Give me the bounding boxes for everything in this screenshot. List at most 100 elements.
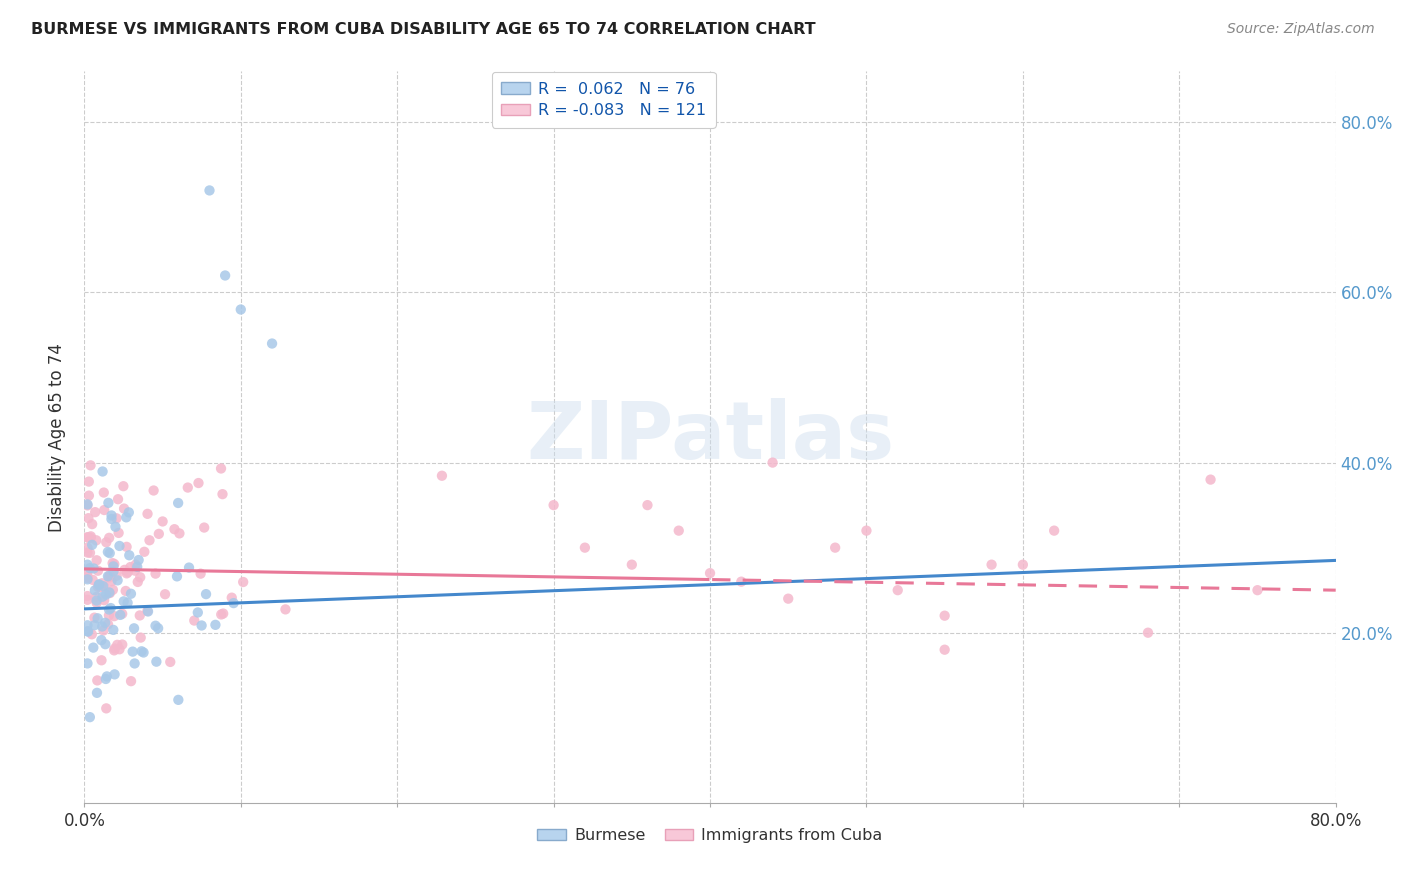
Point	[96, 669, 118, 683]
Point	[76, 589, 98, 603]
Point	[117, 565, 139, 579]
Point	[153, 587, 176, 601]
Point	[76, 624, 98, 639]
Point	[86, 590, 108, 604]
Point	[167, 693, 190, 707]
Point	[98, 531, 121, 545]
Point	[105, 638, 128, 652]
Point	[87, 564, 110, 578]
Point	[221, 591, 243, 605]
Point	[730, 574, 752, 589]
Point	[131, 644, 153, 658]
Point	[91, 619, 114, 633]
Point	[104, 667, 127, 681]
Point	[100, 601, 122, 615]
Point	[76, 545, 98, 559]
Point	[887, 583, 910, 598]
Point	[83, 583, 105, 598]
Point	[222, 596, 245, 610]
Point	[115, 566, 138, 581]
Point	[91, 465, 114, 479]
Point	[97, 617, 120, 632]
Point	[76, 572, 98, 586]
Point	[83, 561, 105, 575]
Point	[762, 456, 785, 470]
Point	[82, 517, 104, 532]
Point	[97, 545, 120, 559]
Point	[90, 653, 112, 667]
Point	[145, 618, 167, 632]
Point	[198, 183, 221, 197]
Point	[120, 560, 142, 574]
Legend: Burmese, Immigrants from Cuba: Burmese, Immigrants from Cuba	[531, 822, 889, 850]
Point	[76, 571, 98, 585]
Point	[79, 546, 101, 560]
Point	[107, 492, 129, 507]
Point	[86, 611, 108, 625]
Point	[98, 546, 121, 560]
Point	[104, 641, 127, 656]
Point	[83, 618, 105, 632]
Point	[82, 573, 104, 587]
Point	[98, 602, 121, 616]
Point	[87, 578, 110, 592]
Point	[90, 580, 112, 594]
Point	[86, 596, 108, 610]
Text: Source: ZipAtlas.com: Source: ZipAtlas.com	[1227, 22, 1375, 37]
Point	[177, 560, 200, 574]
Point	[98, 585, 121, 599]
Point	[98, 568, 121, 582]
Point	[177, 481, 200, 495]
Point	[76, 569, 98, 583]
Point	[132, 646, 155, 660]
Point	[84, 533, 107, 548]
Point	[183, 614, 205, 628]
Point	[96, 701, 118, 715]
Point	[103, 559, 125, 574]
Point	[103, 623, 125, 637]
Point	[980, 558, 1002, 572]
Point	[76, 558, 98, 572]
Point	[118, 549, 141, 563]
Point	[145, 655, 167, 669]
Text: BURMESE VS IMMIGRANTS FROM CUBA DISABILITY AGE 65 TO 74 CORRELATION CHART: BURMESE VS IMMIGRANTS FROM CUBA DISABILI…	[31, 22, 815, 37]
Point	[104, 520, 127, 534]
Point	[91, 590, 114, 604]
Point	[76, 531, 98, 545]
Point	[159, 655, 181, 669]
Point	[112, 594, 135, 608]
Point	[87, 580, 110, 594]
Point	[274, 602, 297, 616]
Point	[122, 621, 145, 635]
Point	[105, 568, 128, 582]
Point	[142, 483, 165, 498]
Point	[668, 524, 690, 538]
Point	[91, 579, 114, 593]
Point	[94, 672, 117, 686]
Point	[855, 524, 877, 538]
Point	[93, 503, 115, 517]
Point	[89, 580, 111, 594]
Point	[108, 642, 131, 657]
Point	[100, 512, 122, 526]
Point	[214, 268, 236, 283]
Point	[129, 570, 152, 584]
Point	[136, 507, 159, 521]
Point	[79, 710, 101, 724]
Point	[86, 553, 108, 567]
Point	[187, 476, 209, 491]
Point	[430, 468, 453, 483]
Point	[117, 596, 139, 610]
Point	[114, 563, 136, 577]
Point	[124, 558, 146, 572]
Point	[111, 638, 134, 652]
Point	[101, 556, 124, 570]
Point	[169, 526, 191, 541]
Point	[574, 541, 596, 555]
Point	[148, 527, 170, 541]
Point	[82, 538, 104, 552]
Point	[699, 566, 721, 581]
Point	[1246, 583, 1268, 598]
Point	[1136, 625, 1159, 640]
Point	[100, 508, 122, 523]
